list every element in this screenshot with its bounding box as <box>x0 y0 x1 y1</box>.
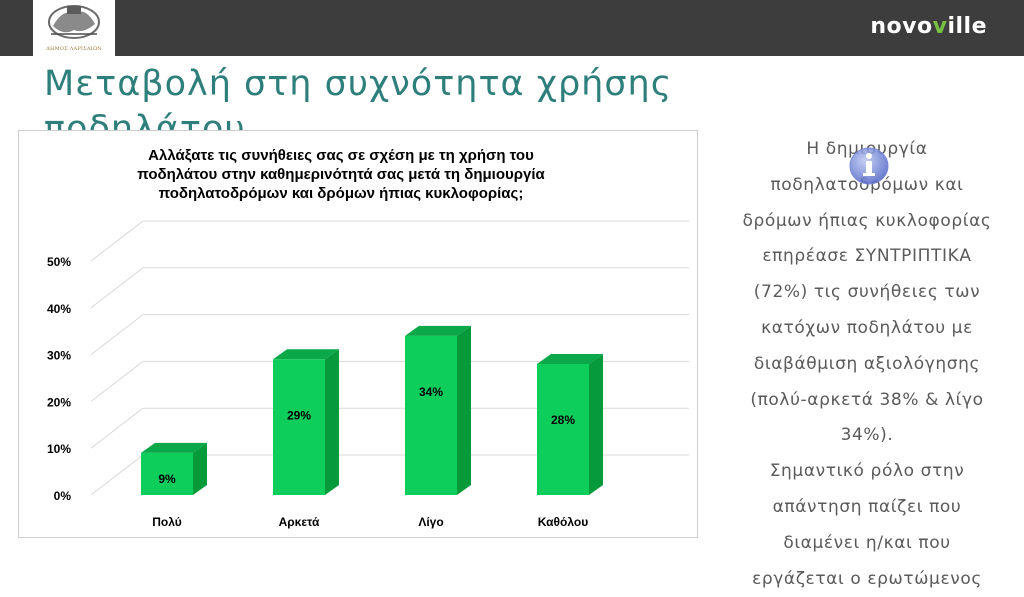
slide-title: Μεταβολή στη συχνότητα χρήσης ποδηλάτου <box>44 64 673 134</box>
emblem-icon <box>48 5 100 39</box>
bar-side <box>193 442 207 495</box>
side-panel-line: 34%). <box>840 425 894 446</box>
y-tick-label: 10% <box>47 442 71 456</box>
bar-chart: Αλλάξατε τις συνήθειες σας σε σχέση με τ… <box>47 147 689 529</box>
bar <box>141 452 193 495</box>
chart-title-line: ποδηλατοδρόμων και δρόμων ήπιας κυκλοφορ… <box>159 185 524 202</box>
category-label: Πολύ <box>152 515 181 529</box>
bar-top <box>405 325 471 336</box>
side-panel-text: Η δημιουργία ποδηλατοδρόμων και δρόμων ήπι… <box>722 132 1012 597</box>
municipality-logo: ΔΗΜΟΣ ΛΑΡΙΣΑΙΩΝ <box>33 0 115 56</box>
side-panel-line: (72%) τις συνήθειες των <box>753 282 981 303</box>
side-panel-line: επηρέασε ΣΥΝΤΡΙΠΤΙΚΑ <box>762 246 972 267</box>
brand-prefix: novo <box>870 14 933 39</box>
data-label: 28% <box>551 413 575 427</box>
novoville-logo: novoville <box>870 14 987 39</box>
side-panel-line: απάντηση παίζει που <box>772 496 962 517</box>
brand-v: v <box>932 14 948 39</box>
grid-diagonal <box>90 454 144 496</box>
y-tick-label: 50% <box>47 255 71 269</box>
y-tick-label: 20% <box>47 395 71 409</box>
bar-top <box>141 442 207 453</box>
info-icon[interactable] <box>848 146 890 186</box>
grid-diagonal <box>90 220 144 262</box>
logo-caption: ΔΗΜΟΣ ΛΑΡΙΣΑΙΩΝ <box>46 46 102 52</box>
bar-top <box>537 353 603 364</box>
chart-title-line: Αλλάξατε τις συνήθειες σας σε σχέση με τ… <box>148 147 534 164</box>
category-label: Λίγο <box>418 515 443 529</box>
chart-title-line: ποδηλάτου στην καθημερινότητά σας μετά τ… <box>137 166 545 183</box>
side-panel-line: διαμένει η/και που <box>783 532 951 553</box>
side-panel-line: εργάζεται ο ερωτώμενος <box>752 568 982 589</box>
category-label: Καθόλου <box>538 515 588 529</box>
side-panel-line: δρόμων ήπιας κυκλοφορίας <box>742 210 992 231</box>
side-panel-line: ποδηλατοδρόμων και <box>770 174 964 195</box>
side-panel-line: διαβάθμιση αξιολόγησης <box>753 353 981 374</box>
chart-frame: Αλλάξατε τις συνήθειες σας σε σχέση με τ… <box>18 130 698 538</box>
bar <box>405 335 457 495</box>
data-label: 9% <box>158 472 176 486</box>
y-tick-label: 30% <box>47 349 71 363</box>
grid-diagonal <box>90 267 144 309</box>
bar-side <box>457 325 471 495</box>
y-tick-label: 0% <box>54 489 72 503</box>
data-label: 29% <box>287 408 311 422</box>
grid-diagonal <box>90 314 144 355</box>
grid-diagonal <box>90 407 144 449</box>
bar-top <box>273 349 339 360</box>
brand-suffix: ille <box>947 14 987 39</box>
grid-diagonal <box>90 361 144 402</box>
bar-side <box>589 353 603 495</box>
side-panel-line: κατόχων ποδηλάτου με <box>761 317 973 338</box>
bar <box>537 363 589 495</box>
top-bar: ΔΗΜΟΣ ΛΑΡΙΣΑΙΩΝ novoville <box>0 0 1024 56</box>
y-tick-label: 40% <box>47 302 71 316</box>
side-panel-line: (πολύ-αρκετά 38% & λίγο <box>750 389 984 410</box>
side-panel-line: Σημαντικό ρόλο στην <box>769 461 965 482</box>
data-label: 34% <box>419 385 443 399</box>
bar-side <box>325 349 339 495</box>
bar <box>273 359 325 495</box>
category-label: Αρκετά <box>279 515 320 529</box>
